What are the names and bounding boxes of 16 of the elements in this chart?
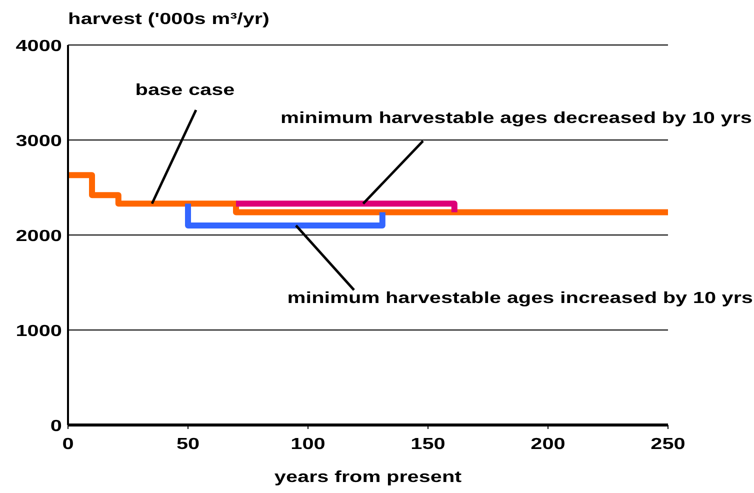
text: minimum harvestable ages increased by 10 yrs bbox=[287, 288, 753, 306]
y-tick-label: 2000 bbox=[16, 226, 62, 244]
y-tick-label: 1000 bbox=[16, 321, 62, 340]
x-axis-title: years from present bbox=[274, 467, 462, 486]
x-tick-label: 250 bbox=[650, 434, 686, 452]
y-tick-label: 3000 bbox=[16, 131, 62, 150]
x-tick-label: 0 bbox=[62, 434, 74, 452]
x-tick-label: 150 bbox=[410, 434, 446, 452]
x-tick-label: 200 bbox=[530, 434, 566, 452]
y-axis-title: harvest ('000s m³/yr) bbox=[68, 9, 270, 28]
y-tick-label: 0 bbox=[50, 416, 62, 434]
y-tick-label: 4000 bbox=[16, 36, 62, 54]
x-tick-label: 50 bbox=[176, 434, 200, 452]
text: minimum harvestable ages decreased by 10 yrs bbox=[280, 108, 752, 126]
x-tick-label: 100 bbox=[290, 434, 326, 452]
text: base case bbox=[135, 80, 235, 98]
